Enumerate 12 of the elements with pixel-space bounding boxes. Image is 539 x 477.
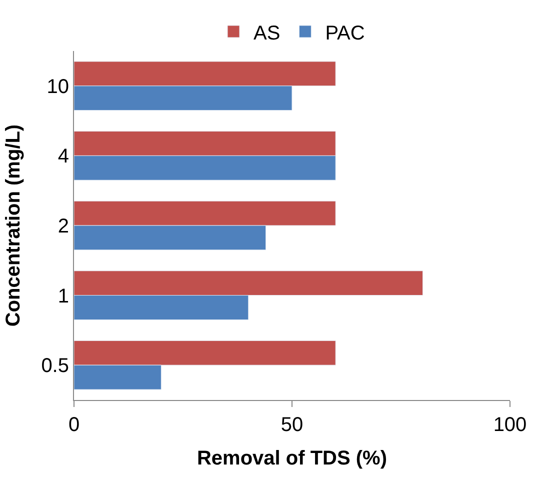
- legend-label: PAC: [325, 22, 365, 44]
- y-tick-label: 0.5: [41, 355, 69, 378]
- y-tick-label: 10: [46, 76, 69, 98]
- x-tick-label: 0: [68, 414, 80, 436]
- y-tick-label: 4: [58, 146, 69, 168]
- legend-label: AS: [254, 22, 280, 44]
- y-tick-label: 1: [58, 285, 69, 308]
- y-axis-title: Concentration (mg/L): [2, 124, 25, 327]
- x-axis-title: Removal of TDS (%): [196, 448, 388, 470]
- y-tick-label: 2: [58, 216, 69, 238]
- x-tick-label: 100: [493, 414, 527, 436]
- x-tick-label: 50: [280, 414, 304, 436]
